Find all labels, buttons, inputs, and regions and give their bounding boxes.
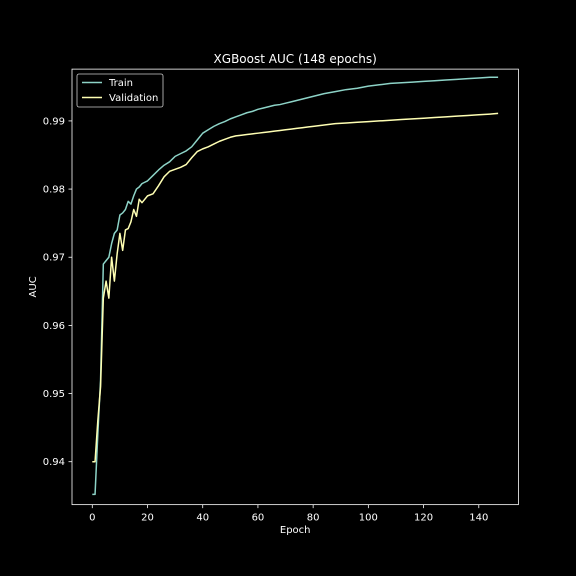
legend: Train Validation <box>76 73 164 108</box>
x-tick-label: 60 <box>252 513 265 524</box>
y-tick-label: 0.98 <box>43 185 65 196</box>
y-tick-label: 0.94 <box>43 457 65 468</box>
y-tick-label: 0.99 <box>43 116 65 127</box>
y-tick-label: 0.95 <box>43 389 65 400</box>
x-tick-label: 100 <box>359 513 378 524</box>
series-lines <box>92 76 499 496</box>
chart-title: XGBoost AUC (148 epochs) <box>214 52 377 66</box>
x-tick-label: 80 <box>307 513 320 524</box>
axes-frame <box>71 68 519 506</box>
legend-label-train: Train <box>108 78 133 89</box>
train-line <box>92 76 499 496</box>
legend-label-validation: Validation <box>109 93 158 104</box>
y-tick-label: 0.97 <box>43 253 65 264</box>
x-tick-label: 140 <box>469 513 488 524</box>
plot-area: 0 20 40 60 80 100 120 140 0.940.950.960.970.980… <box>43 68 519 524</box>
x-axis-label: Epoch <box>280 525 311 536</box>
x-tick-label: 0 <box>89 513 95 524</box>
y-axis: 0.94 0.95 0.96 0.97 0.98 0.99 <box>43 116 72 468</box>
x-tick-label: 40 <box>196 513 209 524</box>
validation-line <box>92 112 499 463</box>
x-axis: 0 20 40 60 80 100 120 140 <box>89 504 488 524</box>
y-tick-label: 0.96 <box>43 321 65 332</box>
y-axis-label: AUC <box>28 276 39 297</box>
x-tick-label: 120 <box>414 513 433 524</box>
x-tick-label: 20 <box>141 513 154 524</box>
